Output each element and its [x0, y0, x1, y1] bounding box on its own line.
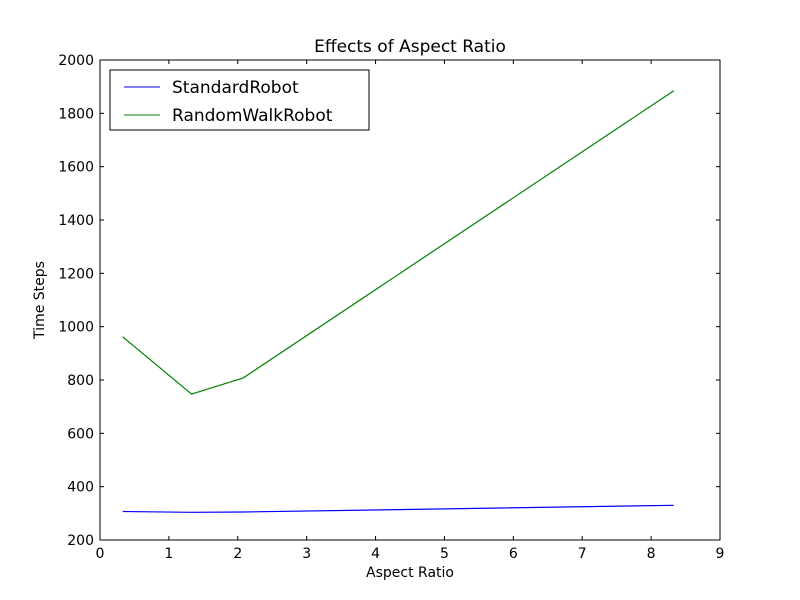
- y-tick-label: 800: [67, 373, 94, 389]
- y-tick-label: 1600: [58, 160, 94, 176]
- x-tick-label: 9: [716, 546, 725, 562]
- y-tick-label: 1800: [58, 106, 94, 122]
- y-axis-ticks: 200 400 600 800 1000 1200 1400 1600 1800 2000: [58, 53, 720, 549]
- legend-box: [109, 69, 370, 131]
- legend-label-randomwalkrobot: RandomWalkRobot: [172, 106, 333, 126]
- x-tick-label: 1: [164, 546, 173, 562]
- series-line-standardrobot: [122, 504, 674, 513]
- x-axis-label: Aspect Ratio: [366, 565, 454, 581]
- plot-lines: [122, 90, 675, 513]
- y-tick-label: 200: [67, 533, 94, 549]
- x-tick-label: 8: [647, 546, 656, 562]
- x-tick-label: 3: [302, 546, 311, 562]
- x-tick-label: 5: [440, 546, 449, 562]
- series-line-randomwalkrobot: [122, 90, 675, 395]
- legend: StandardRobot RandomWalkRobot: [109, 69, 370, 131]
- legend-label-standardrobot: StandardRobot: [172, 78, 299, 98]
- y-tick-label: 600: [67, 426, 94, 442]
- y-tick-label: 1400: [58, 213, 94, 229]
- x-tick-label: 2: [233, 546, 242, 562]
- y-tick-label: 1200: [58, 266, 94, 282]
- x-tick-label: 0: [96, 546, 105, 562]
- y-tick-label: 400: [67, 480, 94, 496]
- y-axis-label: Time Steps: [32, 261, 48, 340]
- x-tick-label: 7: [578, 546, 587, 562]
- x-axis-ticks: 0 1 2 3 4 5 6 7 8 9: [96, 60, 725, 562]
- x-tick-label: 4: [371, 546, 380, 562]
- x-tick-label: 6: [509, 546, 518, 562]
- chart-title: Effects of Aspect Ratio: [314, 37, 506, 57]
- y-tick-label: 1000: [58, 320, 94, 336]
- y-tick-label: 2000: [58, 53, 94, 69]
- plot-frame: [99, 59, 721, 541]
